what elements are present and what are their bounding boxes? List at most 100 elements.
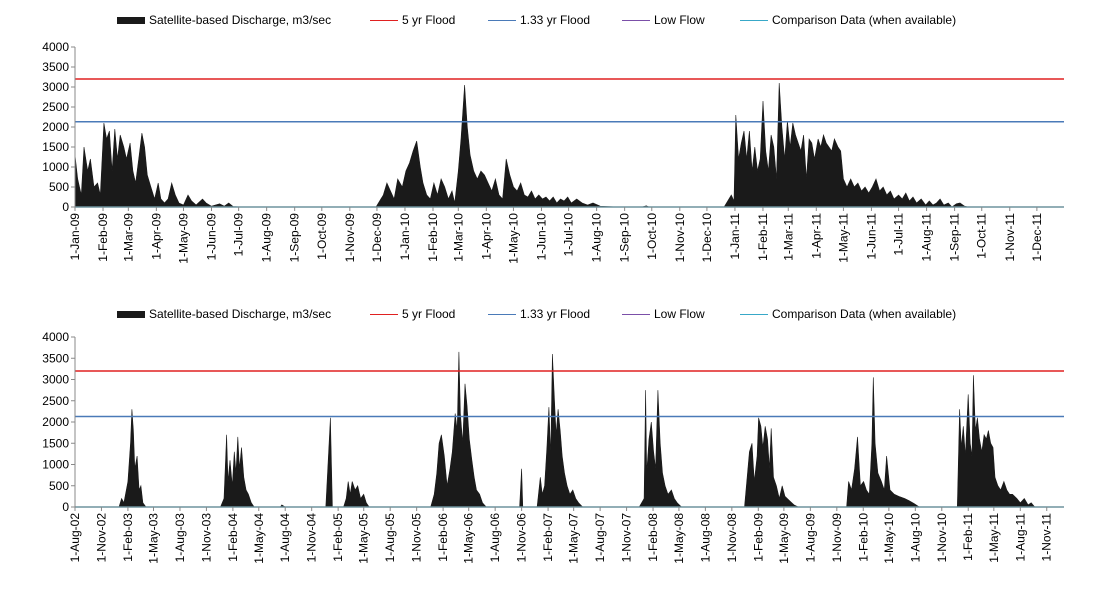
x-tick-label: 1-Aug-04: [278, 513, 292, 563]
x-tick-label: 1-Nov-04: [305, 513, 319, 563]
x-tick-label: 1-Mar-10: [451, 213, 465, 262]
legend-swatch-comparison: [740, 313, 768, 315]
x-tick-label: 1-Jun-10: [534, 213, 548, 261]
x-tick-label: 1-Oct-11: [975, 213, 989, 259]
discharge-area: [75, 351, 1064, 508]
legend-swatch-5yr-flood: [370, 313, 398, 315]
x-tick-label: 1-May-03: [147, 513, 161, 564]
x-tick-label: 1-Feb-09: [751, 513, 765, 562]
legend-item-5yr-flood: 5 yr Flood: [370, 307, 455, 321]
legend-item-low-flow: Low Flow: [622, 13, 705, 27]
x-tick-label: 1-Nov-09: [830, 513, 844, 563]
y-tick-label: 500: [49, 180, 69, 194]
x-tick-label: 1-Aug-02: [68, 513, 82, 563]
x-tick-label: 1-Jun-09: [205, 213, 219, 261]
y-tick-label: 1000: [42, 160, 69, 174]
y-tick-label: 3500: [42, 60, 69, 74]
discharge-chart-2009-2011: 0 500 1000 1500 2000 2500 3000 3500 4000 1-Jan-09…: [42, 40, 1064, 264]
x-tick-label: 1-Aug-09: [803, 513, 817, 563]
y-tick-label: 3500: [42, 351, 69, 365]
legend-label-133yr-flood: 1.33 yr Flood: [520, 13, 591, 27]
x-tick-label: 1-Nov-11: [1040, 513, 1054, 562]
x-tick-label: 1-Feb-03: [121, 513, 135, 562]
x-tick-label: 1-Jan-11: [728, 213, 742, 260]
x-tick-label: 1-Nov-07: [620, 513, 634, 563]
x-tick-label: 1-Nov-08: [725, 513, 739, 563]
legend-label-5yr-flood: 5 yr Flood: [402, 13, 456, 27]
x-tick-label: 1-Jun-11: [864, 213, 878, 260]
legend-label-discharge: Satellite-based Discharge, m3/sec: [149, 307, 332, 321]
x-tick-label: 1-Mar-09: [121, 213, 135, 262]
x-tick-label: 1-Nov-10: [673, 213, 687, 263]
x-tick-label: 1-Dec-11: [1030, 213, 1044, 262]
x-tick-label: 1-Aug-07: [593, 513, 607, 563]
x-tick-label: 1-Mar-11: [781, 213, 795, 261]
x-tick-label: 1-Jul-11: [892, 213, 906, 256]
y-tick-label: 1500: [42, 140, 69, 154]
x-tick-label: 1-Feb-10: [426, 213, 440, 262]
x-tick-label: 1-Feb-06: [436, 513, 450, 562]
y-tick-label: 2000: [42, 120, 69, 134]
x-tick-label: 1-Aug-03: [173, 513, 187, 563]
legend-item-low-flow: Low Flow: [622, 307, 705, 321]
legend-label-low-flow: Low Flow: [654, 307, 705, 321]
legend-swatch-5yr-flood: [370, 19, 398, 21]
x-tick-label: 1-Feb-09: [96, 213, 110, 262]
legend: Satellite-based Discharge, m3/sec 5 yr F…: [0, 302, 1094, 324]
legend-label-comparison: Comparison Data (when available): [772, 13, 957, 27]
legend-label-133yr-flood: 1.33 yr Flood: [520, 307, 591, 321]
discharge-chart-2002-2011: 0 500 1000 1500 2000 2500 3000 3500 4000 1-Aug-02…: [42, 330, 1064, 564]
x-tick-label: 1-Feb-11: [756, 213, 770, 261]
x-tick-label: 1-Dec-10: [700, 213, 714, 263]
x-tick-label: 1-May-09: [777, 513, 791, 564]
x-tick-label: 1-Feb-08: [646, 513, 660, 562]
x-tick-label: 1-Feb-10: [856, 513, 870, 562]
x-tick-label: 1-Apr-11: [809, 213, 823, 259]
legend-label-discharge: Satellite-based Discharge, m3/sec: [149, 13, 332, 27]
legend-item-133yr-flood: 1.33 yr Flood: [488, 13, 590, 27]
x-tick-label: 1-Feb-11: [961, 513, 975, 561]
x-tick-label: 1-Sep-11: [948, 213, 962, 262]
discharge-area: [74, 82, 1064, 208]
x-tick-label: 1-May-10: [882, 513, 896, 564]
x-tick-label: 1-Feb-05: [331, 513, 345, 562]
x-tick-label: 1-Nov-05: [410, 513, 424, 563]
x-tick-label: 1-Nov-10: [935, 513, 949, 563]
x-tick-label: 1-May-09: [176, 213, 190, 264]
y-tick-label: 1000: [42, 458, 69, 472]
legend-label-5yr-flood: 5 yr Flood: [402, 307, 456, 321]
chart-panel-top: Satellite-based Discharge, m3/sec 5 yr F…: [0, 0, 1094, 300]
x-tick-label: 1-May-11: [836, 213, 850, 263]
x-tick-label: 1-Oct-10: [645, 213, 659, 260]
legend-swatch-133yr-flood: [488, 19, 516, 21]
x-tick-label: 1-Aug-08: [698, 513, 712, 563]
x-tick-label: 1-Sep-10: [618, 213, 632, 263]
x-tick-label: 1-Dec-09: [370, 213, 384, 263]
x-tick-label: 1-May-11: [987, 513, 1001, 563]
x-tick-label: 1-Aug-10: [908, 513, 922, 563]
x-tick-label: 1-Feb-07: [541, 513, 555, 562]
y-tick-label: 2000: [42, 415, 69, 429]
y-tick-label: 2500: [42, 394, 69, 408]
y-tick-label: 1500: [42, 436, 69, 450]
x-tick-label: 1-Sep-09: [288, 213, 302, 263]
x-tick-label: 1-May-04: [252, 513, 266, 564]
legend-item-comparison: Comparison Data (when available): [740, 307, 956, 321]
x-tick-label: 1-Feb-04: [226, 513, 240, 562]
y-tick-label: 4000: [42, 330, 69, 344]
legend-swatch-discharge: [117, 310, 145, 318]
x-tick-label: 1-May-08: [672, 513, 686, 564]
x-tick-label: 1-Jul-10: [562, 213, 576, 257]
x-tick-label: 1-Nov-09: [343, 213, 357, 263]
legend-swatch-comparison: [740, 19, 768, 21]
legend-item-comparison: Comparison Data (when available): [740, 13, 956, 27]
x-tick-label: 1-Aug-10: [590, 213, 604, 263]
x-tick-label: 1-May-05: [357, 513, 371, 564]
x-tick-label: 1-Jan-09: [68, 213, 82, 261]
x-tick-label: 1-May-06: [462, 513, 476, 564]
x-tick-label: 1-Aug-11: [920, 213, 934, 262]
x-tick-label: 1-Jan-10: [398, 213, 412, 261]
x-tick-label: 1-Jul-09: [232, 213, 246, 257]
legend-swatch-discharge: [117, 16, 145, 24]
x-tick-label: 1-Aug-06: [488, 513, 502, 563]
